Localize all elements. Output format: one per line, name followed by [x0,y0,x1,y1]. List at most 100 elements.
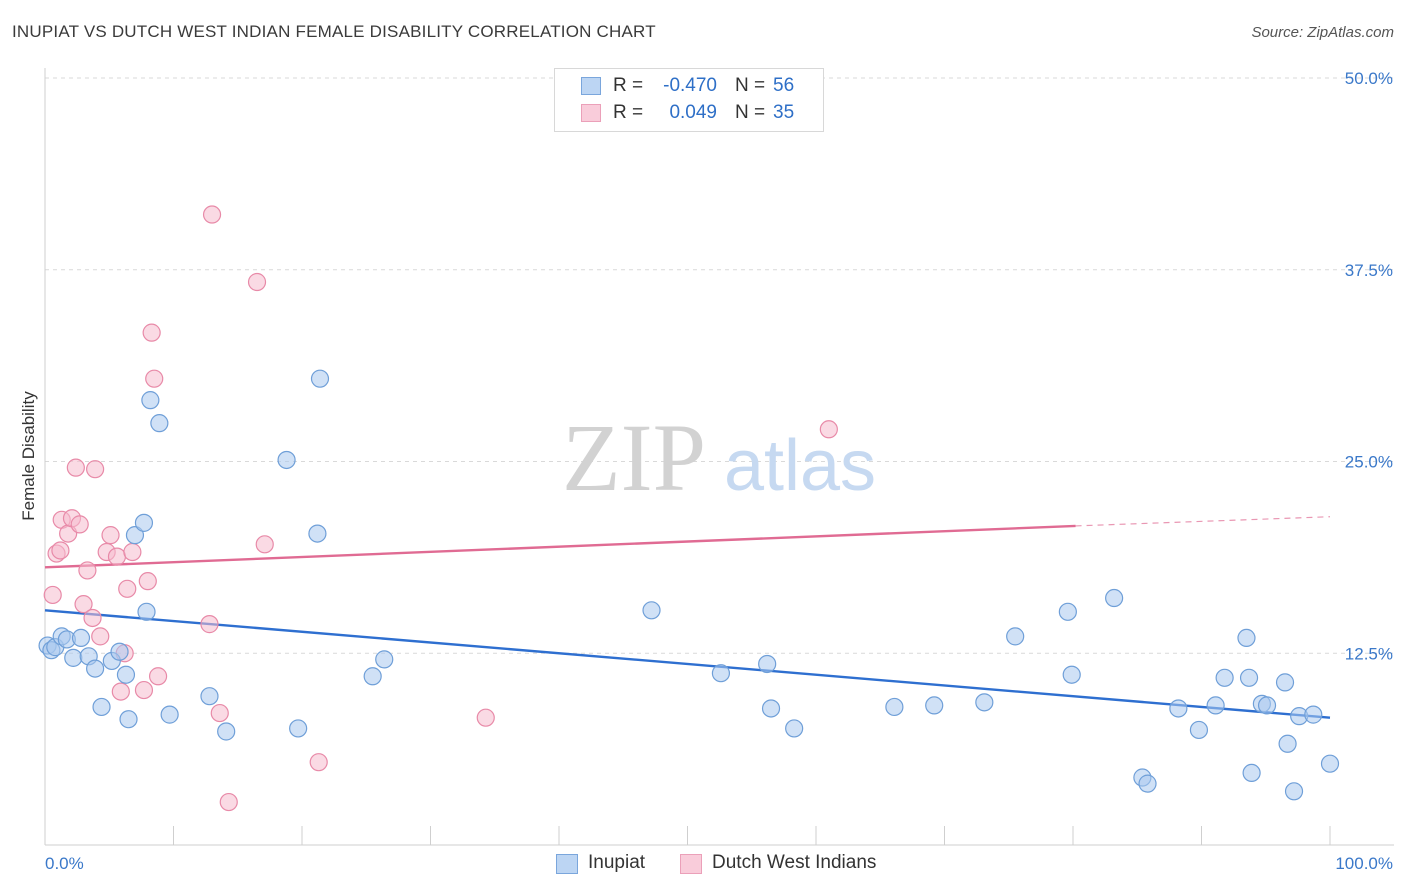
legend-n-value: 56 [773,75,795,96]
data-point-dutch [118,579,137,598]
data-point-inupiat [642,601,661,620]
data-point-dutch [247,272,267,292]
trend-line-inupiat [44,609,1331,719]
data-point-dutch [819,420,838,439]
data-point-inupiat [137,602,156,621]
data-point-inupiat [134,513,154,532]
y-tick-label: 12.5% [1345,644,1393,663]
y-axis-label: Female Disability [19,391,38,521]
data-point-dutch [91,627,110,646]
data-point-dutch [145,369,164,388]
data-point-dutch [210,703,229,723]
data-point-inupiat [289,719,308,738]
trend-line-dutch [44,524,1076,569]
legend-n-value: 35 [773,102,795,123]
data-point-dutch [309,753,328,772]
data-point-inupiat [785,719,804,738]
data-point-inupiat [1105,588,1124,608]
data-point-dutch [43,585,62,605]
legend-n-label: N = [735,75,766,96]
data-point-inupiat [141,391,160,410]
data-point-dutch [134,680,154,700]
y-tick-label: 25.0% [1345,453,1393,472]
data-point-dutch [138,572,157,591]
tick-labels: 12.5% 25.0% 37.5% 50.0% 0.0% 100.0% [45,69,1393,873]
data-point-inupiat [1189,720,1209,740]
data-point-inupiat [277,450,296,470]
data-point-inupiat [1257,696,1277,715]
data-point-inupiat [1237,628,1256,648]
legend-label-dutch: Dutch West Indians [712,852,877,873]
data-point-inupiat [160,705,179,724]
data-point-dutch [255,535,274,554]
data-point-dutch [202,205,222,224]
data-point-inupiat [200,687,219,706]
trend-line-dutch [1075,516,1331,527]
data-point-inupiat [1278,734,1297,753]
watermark-zip: ZIP [562,404,706,511]
data-points [38,205,1340,812]
data-point-inupiat [125,526,145,545]
dutch-swatch [581,104,601,122]
data-point-inupiat [1058,602,1077,621]
data-point-inupiat [1320,754,1340,773]
data-point-inupiat [975,693,994,712]
data-point-inupiat [761,699,781,718]
data-point-inupiat [1215,668,1234,687]
inupiat-swatch [556,854,578,874]
data-point-inupiat [1006,627,1025,646]
y-tick-label: 37.5% [1345,261,1393,280]
watermark: ZIP atlas [562,404,876,511]
data-point-inupiat [64,648,83,667]
data-point-inupiat [1062,665,1081,684]
data-point-dutch [107,547,127,566]
data-point-inupiat [1169,699,1188,718]
data-point-inupiat [1239,668,1259,687]
chart-title: INUPIAT VS DUTCH WEST INDIAN FEMALE DISA… [12,22,656,41]
data-point-inupiat [1304,705,1323,724]
data-point-dutch [74,595,93,614]
legend-r-label: R = [613,75,644,96]
data-point-inupiat [310,369,330,388]
legend-n-label: N = [735,102,766,123]
x-tick-label: 0.0% [45,854,84,873]
data-point-dutch [200,615,219,634]
legend-r-value: -0.470 [663,75,717,96]
data-point-inupiat [150,414,169,433]
data-point-inupiat [119,710,138,729]
data-point-dutch [123,542,142,562]
data-point-inupiat [925,696,944,715]
data-point-inupiat [1138,774,1157,793]
axes [44,68,1394,846]
data-point-dutch [78,561,97,580]
data-point-dutch [476,708,495,727]
legend-label-inupiat: Inupiat [588,852,646,873]
data-point-inupiat [711,664,731,683]
legend-r-value: 0.049 [669,102,717,123]
data-point-dutch [111,682,130,701]
data-point-dutch [66,458,85,477]
data-point-inupiat [1242,763,1261,783]
data-point-dutch [219,792,238,812]
data-point-dutch [142,323,161,342]
data-point-dutch [83,608,102,628]
data-point-dutch [51,541,70,560]
data-point-dutch [148,667,168,686]
dutch-swatch [680,854,702,874]
inupiat-swatch [581,77,601,95]
data-point-inupiat [885,697,904,717]
data-point-dutch [86,460,105,479]
trend-lines [44,516,1331,719]
source-label: Source: ZipAtlas.com [1251,24,1394,41]
correlation-legend: R = -0.470 N = 56 R = 0.049 N = 35 [554,68,824,132]
data-point-dutch [70,515,89,534]
legend-r-label: R = [613,102,644,123]
x-tick-label: 100.0% [1335,854,1393,873]
data-point-inupiat [217,722,236,741]
data-point-inupiat [1275,673,1295,692]
data-point-inupiat [86,659,105,678]
data-point-inupiat [375,650,394,669]
grid-lines [45,77,1394,654]
data-point-inupiat [71,628,91,648]
